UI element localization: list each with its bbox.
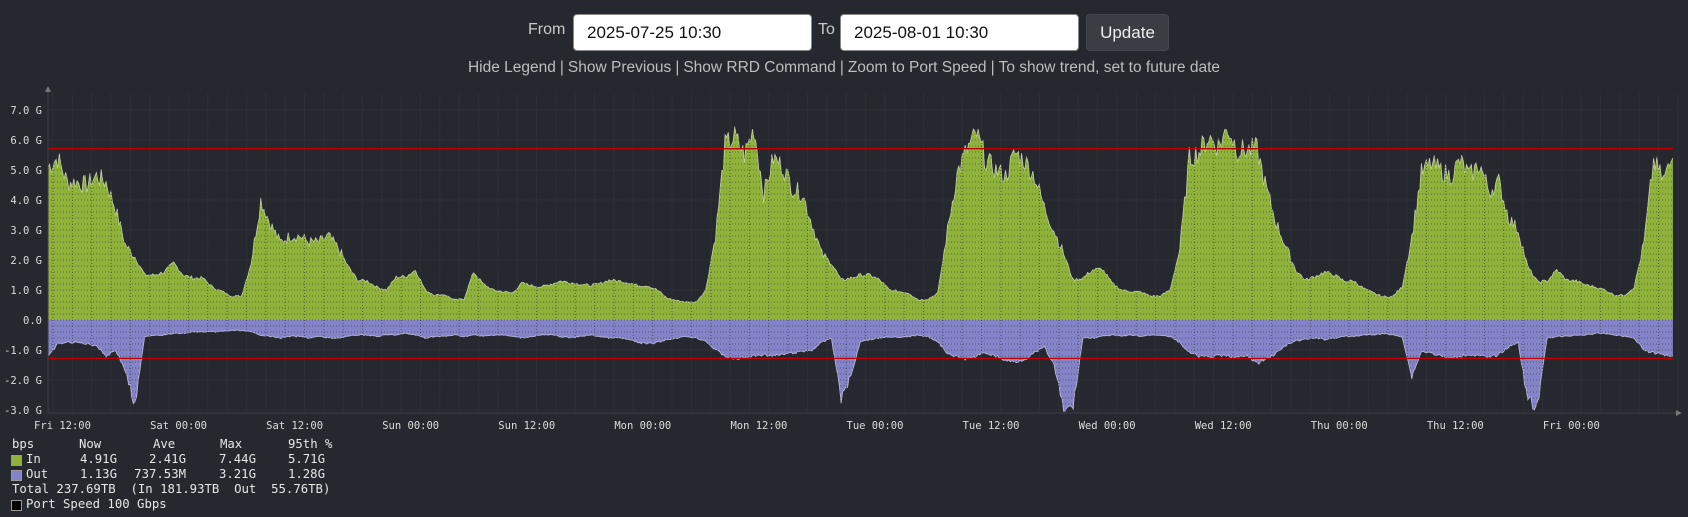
traffic-graph: 7.0 G 6.0 G 5.0 G 4.0 G 3.0 G 2.0 G 1.0 G 0.0 -1… [4, 86, 1682, 432]
y-tick-label: 0.0 [23, 315, 42, 327]
legend-ave-header: Ave [153, 437, 176, 451]
legend-out-now: 1.13G [79, 467, 117, 481]
x-tick-label: Thu 00:00 [1311, 420, 1368, 432]
legend-max-header: Max [220, 437, 243, 451]
x-tick-label: Mon 12:00 [730, 420, 787, 432]
from-label: From [528, 21, 566, 38]
link-separator: | [839, 59, 844, 76]
show-previous-link[interactable]: Show Previous [567, 59, 672, 76]
legend-95th-header: 95th % [288, 437, 333, 451]
legend-out-95th: 1.28G [287, 467, 325, 481]
legend-out-ave: 737.53M [134, 467, 186, 481]
update-button[interactable]: Update [1086, 14, 1169, 51]
link-separator: | [675, 59, 680, 76]
x-axis-arrow-icon [1675, 410, 1682, 416]
x-tick-label: Sun 00:00 [382, 420, 439, 432]
x-tick-label: Wed 00:00 [1079, 420, 1136, 432]
in-color-swatch [11, 455, 22, 466]
y-tick-label: -2.0 G [4, 375, 42, 387]
legend-unit-header: bps [12, 437, 35, 451]
port-speed-swatch [11, 500, 22, 511]
x-tick-label: Tue 12:00 [963, 420, 1020, 432]
show-rrd-command-link[interactable]: Show RRD Command [683, 59, 836, 76]
hide-legend-link[interactable]: Hide Legend [467, 59, 556, 76]
series-outline-out [47, 329, 1673, 412]
series-area-out [48, 320, 1673, 412]
y-tick-label: 4.0 G [10, 195, 42, 207]
y-tick-label: 6.0 G [10, 135, 42, 147]
link-separator: | [559, 59, 564, 76]
legend-in-ave: 2.41G [148, 452, 186, 466]
x-tick-label: Fri 00:00 [1543, 420, 1600, 432]
legend-total: Total 237.69TB (In 181.93TB Out 55.76TB) [12, 482, 331, 496]
x-tick-label: Sun 12:00 [498, 420, 555, 432]
y-tick-label: -3.0 G [4, 405, 42, 417]
x-tick-label: Sat 12:00 [266, 420, 323, 432]
out-color-swatch [11, 470, 22, 481]
legend-now-header: Now [79, 437, 102, 451]
to-label: To [818, 21, 835, 38]
legend-port-speed: Port Speed 100 Gbps [26, 497, 167, 511]
x-tick-label: Wed 12:00 [1195, 420, 1252, 432]
legend-in-label: In [26, 452, 41, 466]
y-tick-label: 1.0 G [10, 285, 42, 297]
x-tick-label: Mon 00:00 [614, 420, 671, 432]
y-tick-label: -1.0 G [4, 345, 42, 357]
x-tick-label: Tue 00:00 [847, 420, 904, 432]
y-tick-label: 7.0 G [10, 105, 42, 117]
from-date-input[interactable] [573, 14, 812, 51]
legend-out-max: 3.21G [218, 467, 256, 481]
y-axis-arrow-icon [45, 86, 51, 92]
trend-hint-link[interactable]: To show trend, set to future date [998, 59, 1221, 76]
to-date-input[interactable] [840, 14, 1079, 51]
y-tick-label: 2.0 G [10, 255, 42, 267]
y-tick-label: 5.0 G [10, 165, 42, 177]
legend-in-now: 4.91G [79, 452, 117, 466]
legend-in-95th: 5.71G [287, 452, 325, 466]
legend-in-max: 7.44G [218, 452, 256, 466]
link-separator: | [990, 59, 995, 76]
legend-out-label: Out [26, 467, 49, 481]
y-tick-label: 3.0 G [10, 225, 42, 237]
x-tick-label: Sat 00:00 [150, 420, 207, 432]
graph-options-links: Hide Legend | Show Previous | Show RRD Comma… [0, 59, 1688, 77]
zoom-to-port-speed-link[interactable]: Zoom to Port Speed [847, 59, 987, 76]
series-area-in [48, 126, 1673, 320]
x-tick-label: Thu 12:00 [1427, 420, 1484, 432]
x-tick-label: Fri 12:00 [34, 420, 91, 432]
